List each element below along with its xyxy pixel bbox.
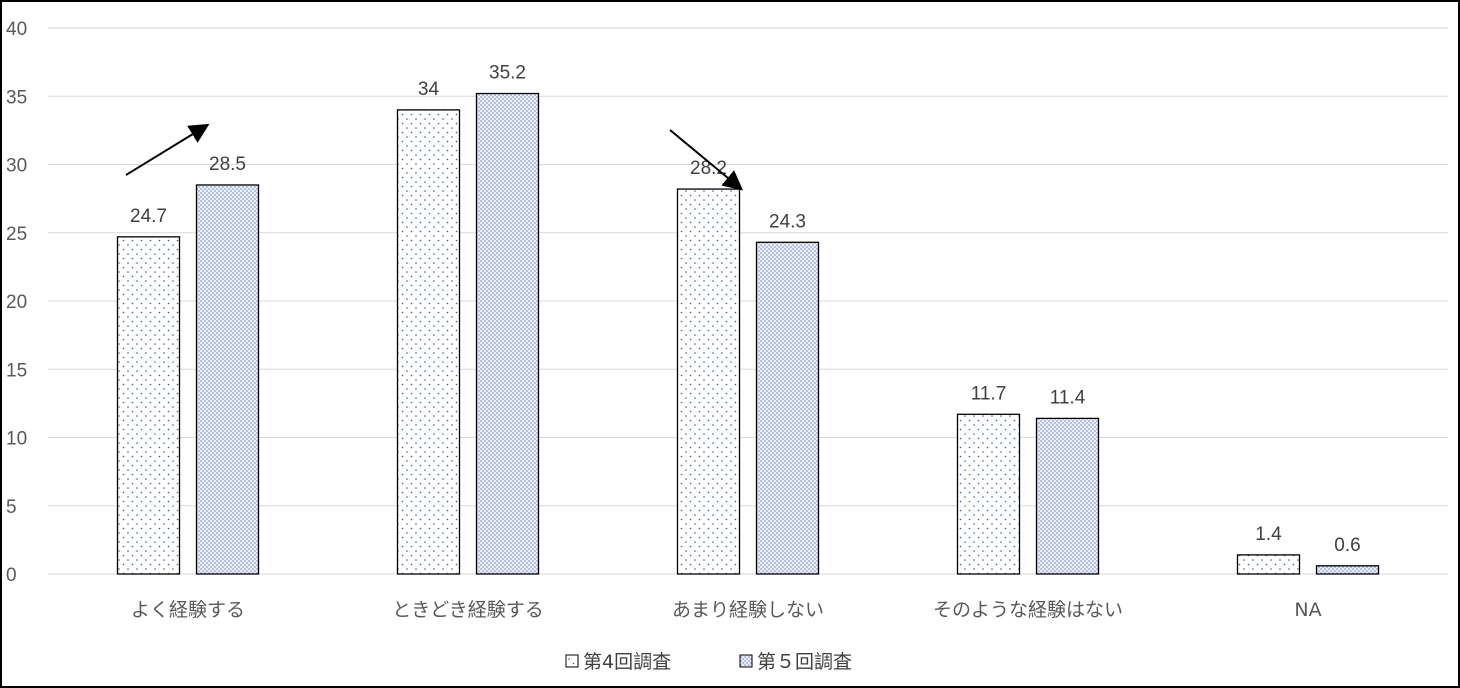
data-labels: 24.7 28.5 34 35.2 28.2 24.3 11.7 11.4 1.4 0.6 — [130, 63, 1361, 556]
data-label: 28.2 — [690, 158, 727, 179]
data-label: 11.4 — [1050, 387, 1086, 408]
bar-series2 — [475, 92, 540, 575]
y-tick-label: 5 — [6, 497, 17, 518]
data-label: 24.3 — [769, 211, 806, 232]
trend-arrow-down — [669, 129, 744, 191]
data-label: 24.7 — [130, 206, 167, 227]
data-label: 0.6 — [1334, 535, 1360, 556]
bar-series1 — [676, 188, 741, 575]
bar-series1 — [396, 109, 461, 575]
y-tick-label: 10 — [6, 429, 27, 450]
legend-label-series1: 第4回調査 — [583, 651, 671, 673]
x-category-label: あまり経験しない — [672, 599, 824, 621]
x-axis-categories: よく経験する ときどき経験する あまり経験しない そのような経験はない NA — [131, 599, 1322, 621]
bar-series2 — [1035, 417, 1100, 575]
data-label: 28.5 — [209, 154, 246, 175]
trend-arrow-up — [125, 123, 210, 176]
data-label: 11.7 — [971, 383, 1007, 404]
y-axis-ticks: 0 5 10 15 20 25 30 35 40 — [6, 19, 27, 586]
trend-arrows — [125, 123, 744, 191]
legend-label-series2: 第５回調査 — [757, 651, 852, 673]
bar-series1 — [956, 413, 1021, 575]
bar-series1 — [1236, 554, 1301, 575]
x-category-label: ときどき経験する — [392, 599, 543, 621]
data-label: 1.4 — [1255, 524, 1282, 545]
y-tick-label: 15 — [6, 360, 27, 381]
bar-series2 — [1315, 565, 1380, 575]
y-tick-label: 30 — [6, 156, 27, 177]
y-tick-label: 0 — [6, 565, 17, 586]
bar-series2 — [195, 184, 260, 575]
legend-swatch-series2 — [739, 654, 753, 668]
legend: 第4回調査 第５回調査 — [565, 651, 852, 673]
y-tick-label: 20 — [6, 292, 27, 313]
x-category-label: よく経験する — [131, 599, 245, 621]
y-tick-label: 40 — [6, 19, 27, 40]
bar-series1 — [116, 236, 181, 575]
bars — [116, 92, 1380, 575]
x-category-label: NA — [1294, 599, 1321, 621]
legend-swatch-series1 — [565, 654, 579, 668]
y-tick-label: 25 — [6, 224, 27, 245]
y-tick-label: 35 — [6, 87, 27, 108]
gridlines — [48, 27, 1448, 575]
data-label: 35.2 — [489, 63, 526, 84]
x-category-label: そのような経験はない — [933, 599, 1123, 621]
bar-series2 — [755, 241, 820, 575]
data-label: 34 — [418, 79, 440, 100]
